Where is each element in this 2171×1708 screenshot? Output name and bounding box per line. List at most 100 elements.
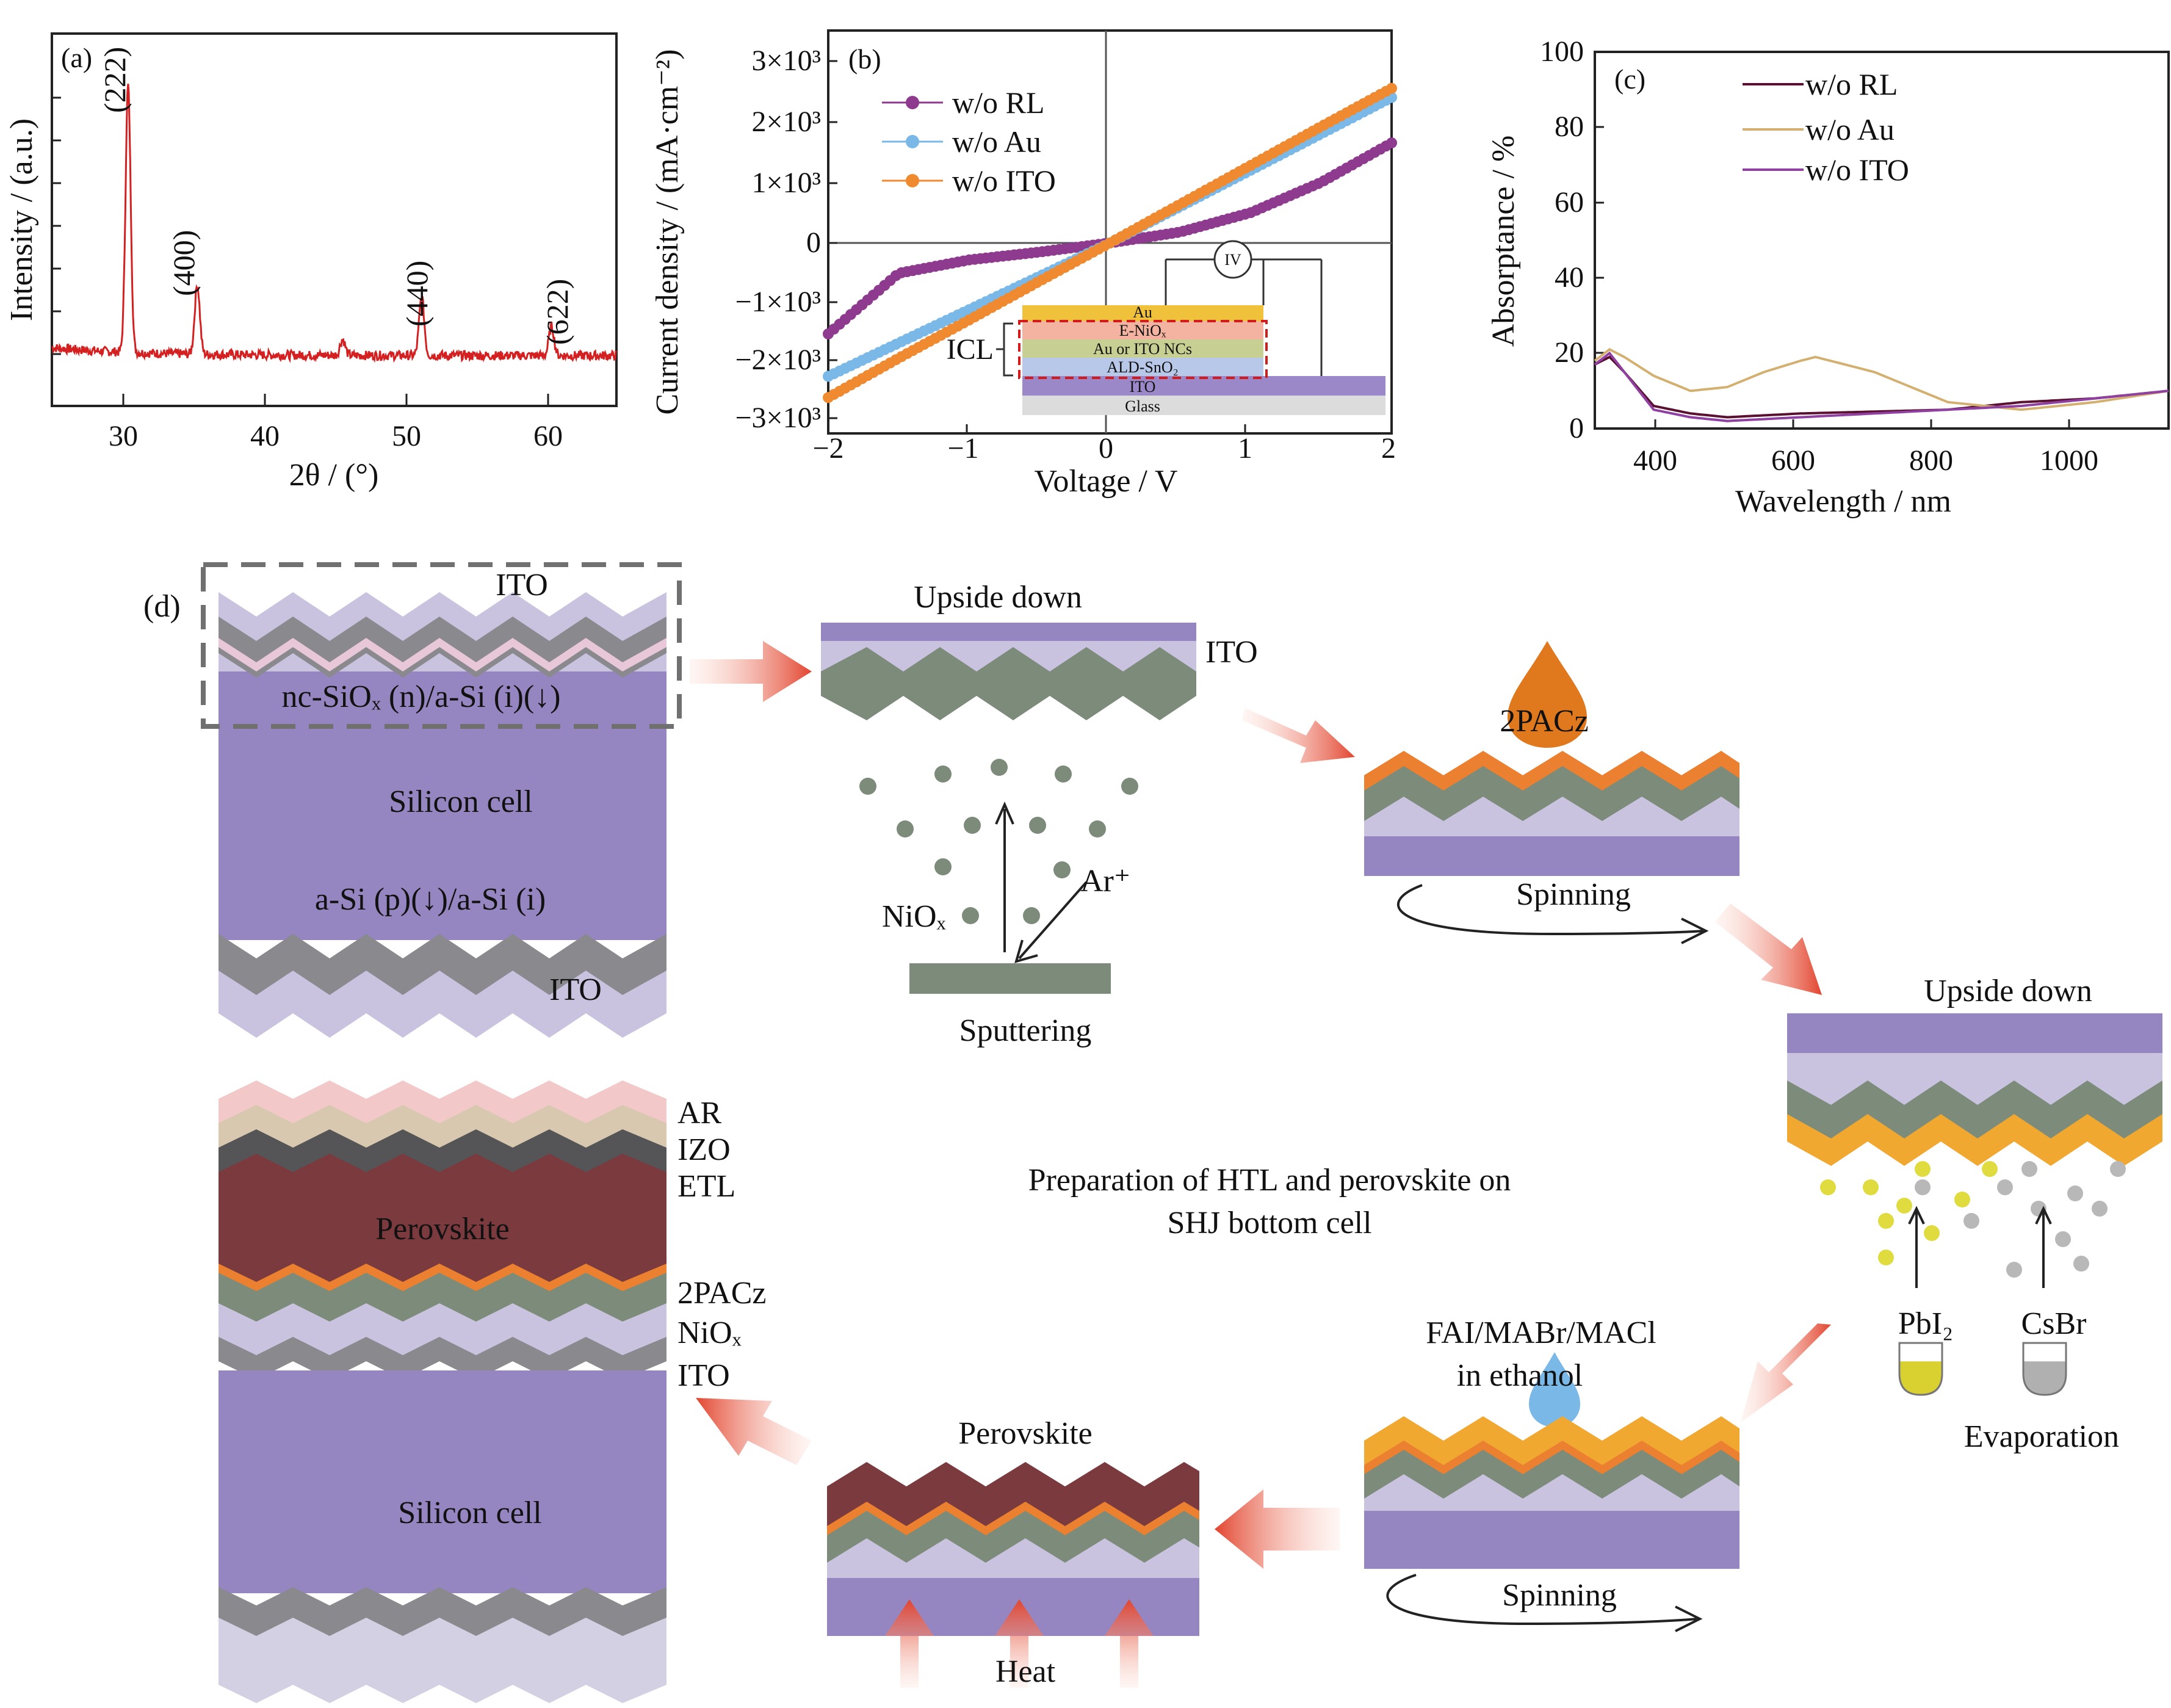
spinning-label-1: Spinning xyxy=(1516,877,1631,912)
layer-label-sno2: ALD-SnO₂ xyxy=(1107,358,1178,376)
step4-wafer xyxy=(1787,1013,2162,1056)
layer-label-glass: Glass xyxy=(1125,397,1160,415)
final-etl-label: ETL xyxy=(677,1169,735,1204)
step3-ito-layer xyxy=(1364,797,1739,839)
final-izo-label: IZO xyxy=(677,1132,731,1167)
layer-nc xyxy=(1022,339,1263,358)
panel-d-title-2: SHJ bottom cell xyxy=(1167,1206,1371,1240)
layer-enio xyxy=(1022,321,1263,339)
panel-a-xtick: 50 xyxy=(392,420,421,452)
final-bottom-asi xyxy=(219,1587,666,1642)
layer-au xyxy=(1022,305,1263,321)
icl-label: ICL xyxy=(947,333,994,366)
panel-b-ytick: −1×10³ xyxy=(735,286,821,318)
step4-perovskite-seed xyxy=(1787,1114,2162,1166)
spin-2pacz-step: 2PACz Spinning xyxy=(1364,641,1739,944)
top-asi-layer xyxy=(219,638,666,671)
heat-label: Heat xyxy=(995,1654,1056,1689)
2pacz-label: 2PACz xyxy=(1500,704,1588,739)
legend-label-ito: w/o ITO xyxy=(952,164,1056,198)
panel-b-xtick: −2 xyxy=(812,432,843,465)
layer-ito xyxy=(1022,376,1385,396)
top-ito-label: ITO xyxy=(496,568,548,603)
sputter-particles xyxy=(859,759,1138,924)
step3-nio-layer xyxy=(1364,766,1739,824)
panel-b-ytick: −2×10³ xyxy=(735,344,821,376)
panel-b-frame xyxy=(827,29,1393,435)
heat-arrow-1 xyxy=(885,1599,934,1688)
step5-wafer xyxy=(1364,1511,1739,1569)
heating-step: Perovskite Heat xyxy=(827,1416,1199,1689)
panel-b-xtick: 2 xyxy=(1381,432,1396,465)
final-tandem-cell: AR IZO ETL Perovskite 2PACz NiOₓ ITO Sil… xyxy=(219,1080,766,1703)
layer-sno2 xyxy=(1022,358,1263,376)
bottom-ito-layer xyxy=(219,971,666,1038)
layer-label-nc: Au or ITO NCs xyxy=(1093,340,1192,358)
panel-c-ylabel: Absorptance / % xyxy=(1486,136,1521,347)
ar-arrow xyxy=(1018,881,1088,960)
bottom-asi-layer xyxy=(219,934,666,1001)
step2-nio xyxy=(821,647,1196,720)
legend-marker-rl xyxy=(906,96,919,109)
step2-wafer-top xyxy=(821,623,1196,644)
panel-b-legend: w/o RL w/o Au w/o ITO xyxy=(882,85,1056,198)
csbr-particles xyxy=(1915,1161,2126,1278)
panel-c-label: (c) xyxy=(1614,63,1645,95)
pbi2-label: PbI₂ xyxy=(1898,1306,1953,1341)
final-nio-label: NiOₓ xyxy=(677,1315,742,1350)
panel-c-xtick: 600 xyxy=(1771,444,1815,477)
step6-ito-layer xyxy=(827,1538,1199,1581)
highlight-box xyxy=(201,562,682,729)
ar-label: Ar⁺ xyxy=(1080,864,1130,899)
layer-label-ito: ITO xyxy=(1130,378,1156,396)
csbr-label: CsBr xyxy=(2021,1306,2087,1341)
final-2pacz-label: 2PACz xyxy=(677,1276,766,1311)
panel-b: (b) Current density / (mA·cm⁻²) Voltage … xyxy=(650,29,1397,499)
panel-a-frame xyxy=(51,32,618,407)
step3-wafer xyxy=(1364,836,1739,876)
step6-title: Perovskite xyxy=(958,1416,1093,1451)
panel-b-xtick: 1 xyxy=(1238,432,1252,465)
spinning-label-2: Spinning xyxy=(1502,1578,1617,1613)
step5-ito-layer xyxy=(1364,1474,1739,1514)
legend-c-label-ito: w/o ITO xyxy=(1805,153,1909,187)
solution-label-1: FAI/MABr/MACl xyxy=(1426,1315,1656,1350)
panel-b-xlabel: Voltage / V xyxy=(1035,464,1178,499)
bottom-ito-label: ITO xyxy=(549,972,602,1007)
step4-title: Upside down xyxy=(1924,974,2092,1008)
panel-b-ytick: 1×10³ xyxy=(752,167,821,199)
final-ito-layer xyxy=(219,1303,666,1361)
panel-d-label: (d) xyxy=(143,589,181,624)
panel-a-ylabel: Intensity / (a.u.) xyxy=(4,118,39,321)
panel-d: (d) ITO nc-SiOₓ (n)/a-Si (i)(↓) Silicon … xyxy=(143,562,2162,1703)
nc-layer-label: nc-SiOₓ (n)/a-Si (i)(↓) xyxy=(282,679,561,714)
panel-b-ylabel: Current density / (mA·cm⁻²) xyxy=(650,49,685,414)
layer-label-enio: E-NiOₓ xyxy=(1119,322,1166,339)
panel-b-ytick: 0 xyxy=(806,226,821,259)
xrd-pattern-line xyxy=(51,84,617,363)
panel-a-xtick: 40 xyxy=(250,420,280,452)
step5-nio-layer xyxy=(1364,1450,1739,1502)
step2-title: Upside down xyxy=(914,580,1082,615)
csbr-crucible xyxy=(2022,1342,2067,1396)
peak-label-440: (440) xyxy=(400,261,434,327)
panel-c-ytick: 40 xyxy=(1555,261,1584,294)
peak-label-222: (222) xyxy=(98,47,132,113)
process-arrow-2 xyxy=(1242,708,1355,763)
panel-a-ticks xyxy=(52,96,549,406)
step4-nio xyxy=(1787,1080,2162,1142)
panel-c: (c) Absorptance / % Wavelength / nm 100 … xyxy=(1486,35,2170,519)
panel-c-frame xyxy=(1594,51,2170,430)
silicon-cell-label: Silicon cell xyxy=(389,784,532,819)
panel-a-label: (a) xyxy=(61,42,92,73)
process-arrow-1 xyxy=(690,641,812,702)
legend-marker-au xyxy=(906,135,919,148)
final-perovskite-layer xyxy=(219,1154,666,1288)
final-bottom-ito xyxy=(219,1618,666,1703)
panel-c-ytick: 0 xyxy=(1569,412,1584,444)
inset-device-stack: IV Au E-NiOₓ Au or ITO NCs ALD-SnO₂ ITO … xyxy=(947,240,1385,415)
panel-c-ytick: 20 xyxy=(1555,336,1584,369)
panel-b-ytick: −3×10³ xyxy=(735,402,821,434)
absorptance-line-woito xyxy=(1594,351,2169,422)
